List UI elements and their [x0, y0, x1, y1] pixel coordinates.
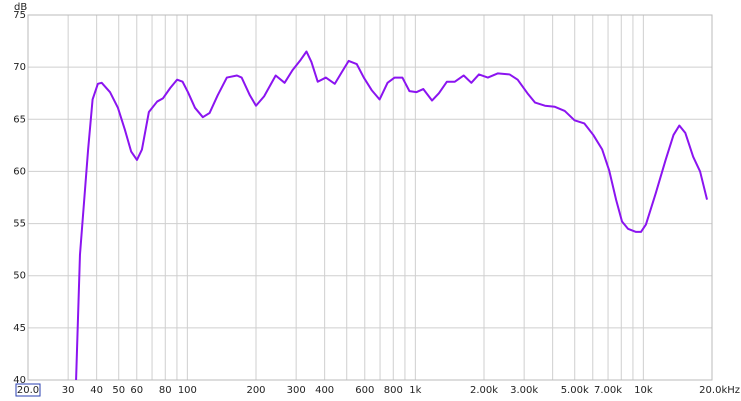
x-tick-label: 20.0	[17, 385, 39, 396]
x-tick-label: 1k	[409, 385, 421, 396]
y-tick-label: 40	[13, 375, 26, 386]
x-tick-label: 40	[90, 385, 103, 396]
x-tick-label: 30	[62, 385, 75, 396]
x-tick-label: 5.00k	[561, 385, 589, 396]
x-tick-label: 800	[384, 385, 403, 396]
y-tick-label: 75	[13, 10, 26, 21]
x-tick-label: 10k	[634, 385, 653, 396]
x-tick-label: 600	[355, 385, 374, 396]
response-line	[75, 50, 709, 381]
x-tick-label: 3.00k	[510, 385, 538, 396]
x-tick-label: 200	[246, 385, 265, 396]
y-tick-label: 45	[13, 323, 26, 334]
y-tick-label: 65	[13, 114, 26, 125]
x-tick-label: 100	[178, 385, 197, 396]
y-tick-label: 55	[13, 219, 26, 230]
x-range-box	[15, 383, 41, 397]
x-tick-label: 300	[287, 385, 306, 396]
y-axis-label: dB	[14, 2, 27, 13]
x-tick-label: 80	[159, 385, 172, 396]
plot-frame	[27, 14, 713, 381]
x-tick-label: 7.00k	[594, 385, 622, 396]
x-tick-label: 50	[112, 385, 125, 396]
x-tick-label: 400	[315, 385, 334, 396]
y-tick-label: 70	[13, 62, 26, 73]
x-tick-label: 60	[130, 385, 143, 396]
y-tick-label: 60	[13, 166, 26, 177]
x-tick-label: 20.0kHz	[699, 385, 740, 396]
x-tick-label: 2.00k	[470, 385, 498, 396]
y-tick-label: 50	[13, 271, 26, 282]
